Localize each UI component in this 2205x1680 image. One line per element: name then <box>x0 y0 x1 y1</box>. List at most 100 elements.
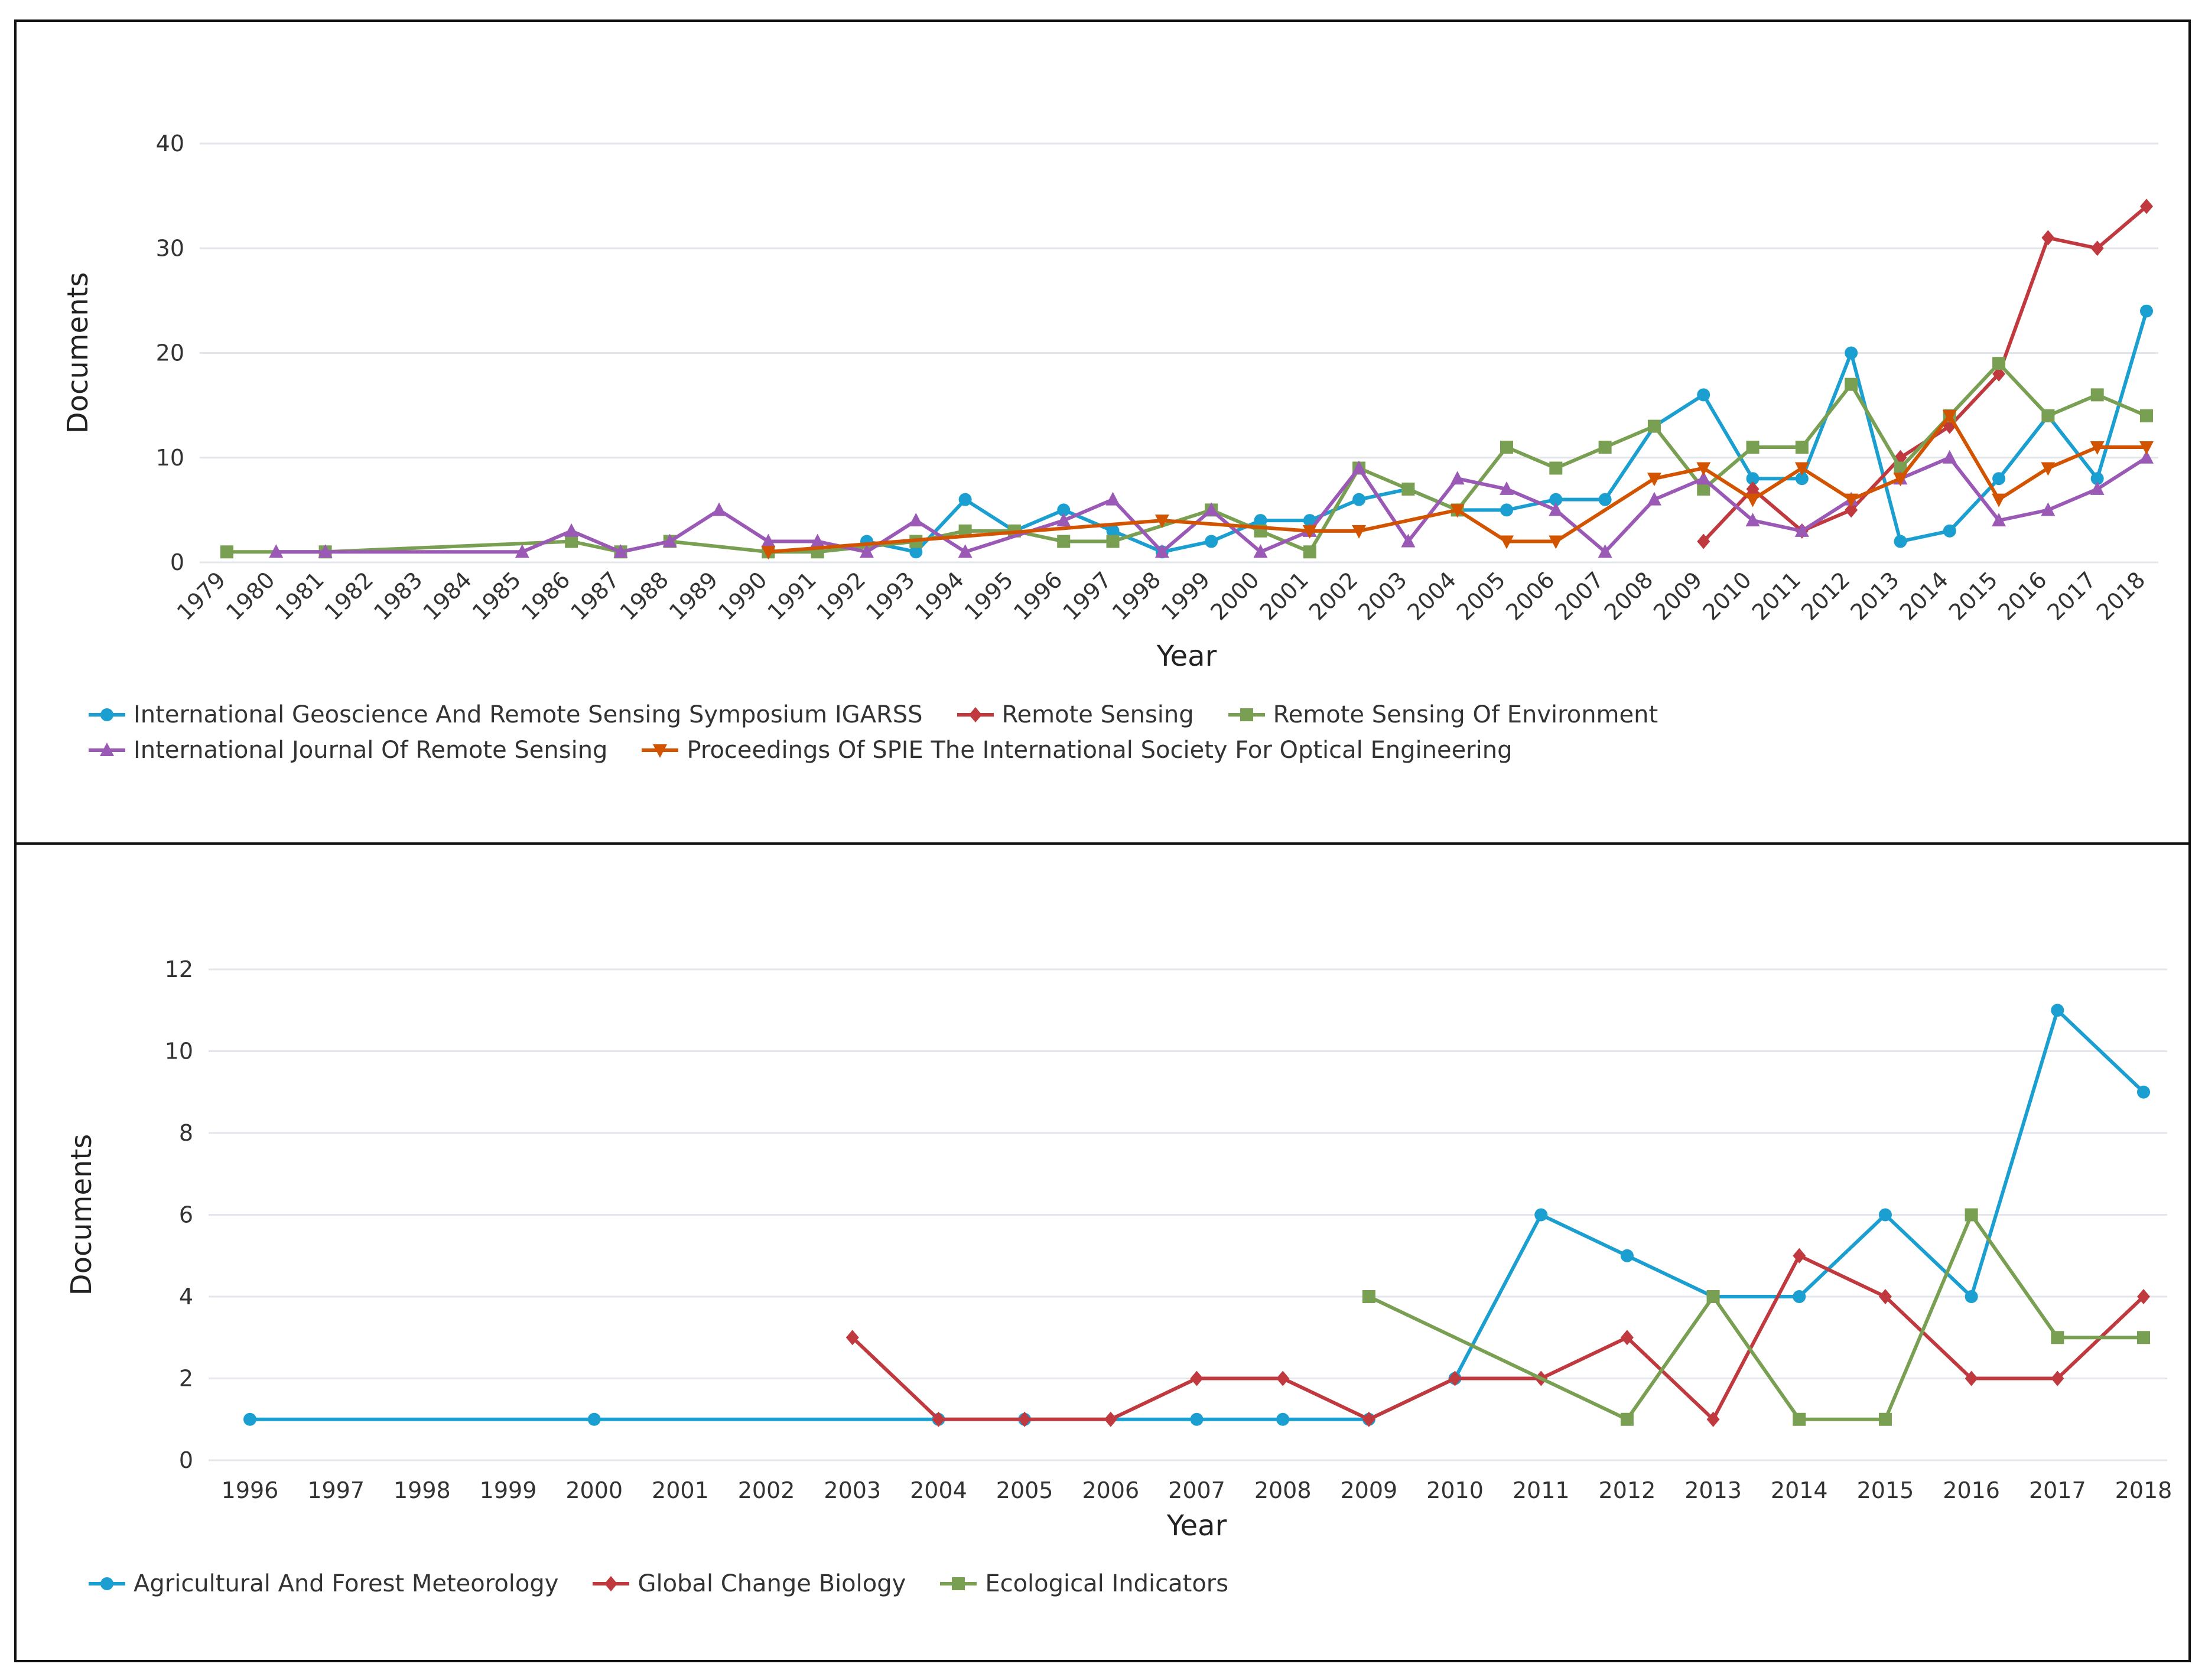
chart-panel-2: 0 2 4 6 8 10 12 1996 1997 1998 1999 2000 2001 2002 200… <box>14 842 2191 1662</box>
x-tick-label: 1979 <box>172 566 231 626</box>
y-tick-label: 20 <box>156 340 184 366</box>
data-point <box>1992 513 2006 527</box>
legend-marker <box>653 744 668 758</box>
data-point <box>1205 535 1218 548</box>
x-tick-label: 1983 <box>369 566 428 626</box>
data-point <box>2140 198 2153 214</box>
data-point <box>1943 524 1956 538</box>
x-tick-label: 2008 <box>1254 1477 1312 1503</box>
x-tick-label: 2015 <box>1944 566 2003 626</box>
data-point <box>1647 419 1661 433</box>
x-tick-label: 2005 <box>1452 566 1511 626</box>
data-point <box>1276 1412 1290 1426</box>
x-tick-label: 1997 <box>307 1477 365 1503</box>
data-point <box>1697 533 1710 549</box>
data-point <box>2051 1331 2064 1344</box>
legend-item[interactable]: Agricultural And Forest Meteorology <box>87 1570 558 1597</box>
data-point <box>1746 472 1760 486</box>
x-tick-label: 2007 <box>1168 1477 1225 1503</box>
data-point <box>243 1412 256 1426</box>
triangle-marker-icon <box>89 743 125 756</box>
data-point <box>1696 471 1711 485</box>
data-point <box>2090 472 2104 486</box>
x-tick-label: 2011 <box>1747 566 1806 626</box>
legend-label: Ecological Indicators <box>985 1570 1229 1597</box>
x-tick-label: 2001 <box>1255 566 1314 626</box>
x-tick-label: 2016 <box>1943 1477 2000 1503</box>
data-point <box>220 545 233 559</box>
x-tick-label: 2018 <box>2092 566 2151 626</box>
series-line <box>1702 205 2148 543</box>
series-line <box>851 1254 2145 1421</box>
data-point <box>2051 1370 2064 1386</box>
legend-marker <box>952 1577 965 1590</box>
x-tick-label: 2007 <box>1550 566 1609 626</box>
legend-item[interactable]: International Geoscience And Remote Sens… <box>87 701 923 728</box>
data-point <box>909 513 923 527</box>
y-tick-label: 12 <box>165 956 193 982</box>
x-tick-label: 1999 <box>480 1477 537 1503</box>
legend-2: Agricultural And Forest Meteorology Globa… <box>87 1570 2126 1597</box>
y-tick-label: 40 <box>156 131 184 157</box>
y-tick-label: 0 <box>170 549 184 575</box>
data-point <box>1745 513 1760 527</box>
x-tick-label: 2018 <box>2115 1477 2173 1503</box>
legend-marker <box>1240 708 1253 721</box>
x-tick-label: 1984 <box>418 566 477 626</box>
data-point <box>1500 441 1513 454</box>
x-tick-label: 1986 <box>516 566 575 626</box>
data-point <box>1190 1370 1204 1386</box>
data-point <box>587 1412 601 1426</box>
x-tick-label: 1996 <box>222 1477 279 1503</box>
legend-marker <box>604 1576 618 1591</box>
line-chart-2: 0 2 4 6 8 10 12 1996 1997 1998 1999 2000 2001 2002 200… <box>65 956 2173 1542</box>
legend-item[interactable]: Global Change Biology <box>591 1570 906 1597</box>
x-tick-label: 2002 <box>738 1477 795 1503</box>
legend-label: Agricultural And Forest Meteorology <box>134 1570 559 1597</box>
data-point <box>1352 460 1367 474</box>
legend-label: International Geoscience And Remote Sens… <box>134 701 923 728</box>
data-point <box>613 544 628 558</box>
data-point <box>2041 462 2056 476</box>
x-tick-label: 1996 <box>1009 566 1068 626</box>
y-tick-label: 10 <box>165 1038 193 1064</box>
legend-item[interactable]: Remote Sensing Of Environment <box>1227 701 1658 728</box>
data-point <box>2137 1289 2150 1304</box>
chart-panel-1: 0 10 20 30 40 1979 1980 1981 1982 1983 1984 1985 198… <box>14 19 2191 845</box>
data-point <box>2051 1004 2064 1017</box>
data-point <box>1794 462 1809 476</box>
x-tick-label: 1989 <box>664 566 723 626</box>
x-tick-label: 1990 <box>713 566 772 626</box>
data-point <box>1018 1411 1032 1427</box>
data-point <box>1302 525 1317 539</box>
legend-item[interactable]: International Journal Of Remote Sensing <box>87 737 607 764</box>
data-point <box>1204 502 1219 516</box>
x-tick-label: 2014 <box>1895 566 1954 626</box>
data-point <box>1965 1208 1978 1222</box>
data-point <box>1105 491 1120 506</box>
legend-item[interactable]: Ecological Indicators <box>939 1570 1228 1597</box>
data-point <box>2090 481 2105 495</box>
x-tick-label: 1982 <box>320 566 379 626</box>
data-point <box>2041 409 2055 422</box>
data-point <box>1696 462 1711 476</box>
data-point <box>712 502 727 516</box>
series-global-change-biology <box>845 1248 2150 1427</box>
x-axis-title: Year <box>1166 1509 1227 1542</box>
x-tick-label: 2001 <box>652 1477 709 1503</box>
x-tick-label: 2013 <box>1845 566 1904 626</box>
data-point <box>1965 1370 1978 1386</box>
data-point <box>1992 472 2006 486</box>
x-tick-label: 1997 <box>1058 566 1117 626</box>
square-marker-icon <box>1228 708 1265 721</box>
data-point <box>1697 388 1710 402</box>
y-tick-label: 4 <box>179 1284 193 1310</box>
data-point <box>1549 502 1563 516</box>
legend-label: Global Change Biology <box>638 1570 906 1597</box>
legend-item[interactable]: Remote Sensing <box>956 701 1194 728</box>
data-point <box>1794 523 1809 537</box>
data-point <box>2137 1331 2150 1344</box>
data-point <box>1598 493 1612 506</box>
legend-item[interactable]: Proceedings Of SPIE The International So… <box>640 737 1512 764</box>
data-point <box>1878 1289 1892 1304</box>
